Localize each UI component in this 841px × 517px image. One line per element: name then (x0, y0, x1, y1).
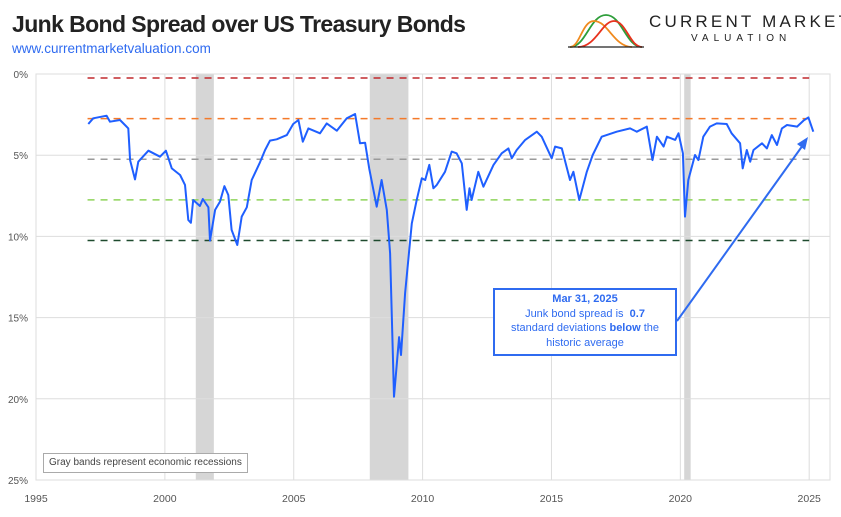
logo-text: CURRENT MARKET (649, 12, 841, 31)
y-tick-label: 5% (14, 151, 29, 162)
y-tick-label: 25% (8, 476, 28, 487)
annotation-arrow (676, 144, 804, 322)
logo-curves-icon (568, 14, 644, 48)
x-tick-label: 2000 (153, 493, 177, 505)
x-tick-label: 2020 (669, 493, 693, 505)
recession-band (195, 74, 214, 480)
annotation-direction: below (609, 322, 641, 334)
annotation-value: 0.7 (629, 307, 645, 320)
y-tick-label: 10% (8, 232, 28, 243)
x-tick-label: 1995 (24, 493, 48, 505)
logo-subtext: VALUATION (691, 33, 792, 44)
annotation-line2: standard deviations (511, 322, 607, 334)
y-tick-label: 15% (8, 314, 28, 325)
x-tick-label: 2010 (411, 493, 435, 505)
annotation-line1: Junk bond spread is (525, 307, 624, 320)
annotation-date: Mar 31, 2025 (552, 293, 618, 305)
x-tick-label: 2015 (540, 493, 564, 505)
recession-legend-note: Gray bands represent economic recessions (43, 453, 248, 473)
x-tick-label: 2025 (798, 493, 822, 505)
spread-series-line (87, 113, 815, 398)
recession-band (684, 74, 691, 480)
recession-band (369, 74, 409, 480)
arrow-head-icon (797, 137, 808, 150)
annotation-line2-suffix: the (643, 322, 659, 334)
plot-border (35, 73, 831, 481)
website-link[interactable]: www.currentmarketvaluation.com (12, 41, 211, 56)
y-tick-label: 20% (8, 395, 28, 406)
annotation-line3: historic average (546, 336, 624, 349)
page-title: Junk Bond Spread over US Treasury Bonds (12, 11, 466, 37)
x-tick-label: 2005 (282, 493, 306, 505)
annotation-box: Mar 31, 2025 Junk bond spread is 0.7 sta… (493, 288, 677, 356)
y-tick-label: 0% (14, 70, 29, 81)
